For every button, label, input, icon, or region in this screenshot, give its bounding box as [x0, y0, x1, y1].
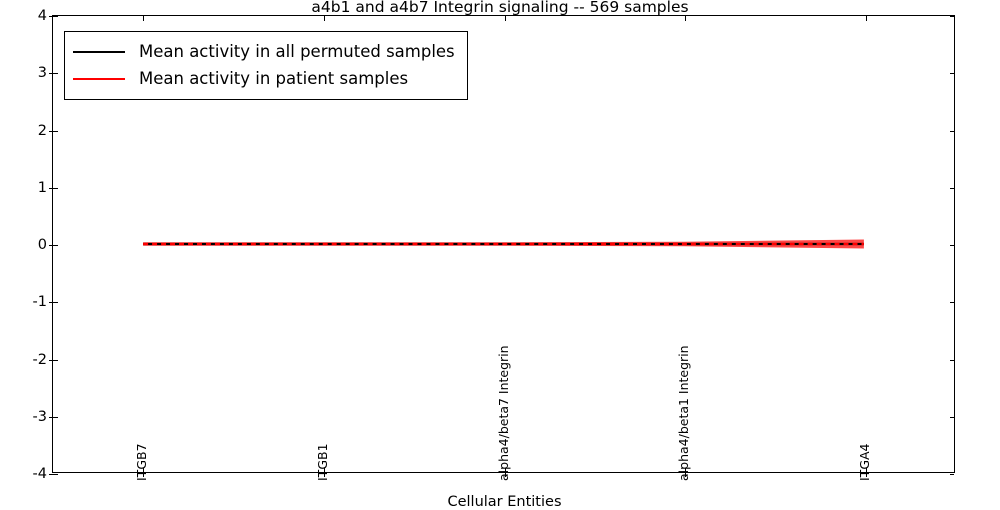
x-tick-mark — [685, 16, 687, 21]
y-tick-mark — [48, 359, 53, 361]
x-tick-label: ITGA4 — [856, 443, 872, 481]
y-tick-mark — [48, 245, 53, 246]
y-tick-label: -2 — [32, 351, 47, 368]
legend-item-patient: Mean activity in patient samples — [73, 65, 455, 92]
y-tick-mark — [53, 73, 58, 75]
y-tick-mark — [48, 474, 53, 475]
y-tick-mark — [53, 359, 58, 361]
y-tick-mark — [949, 474, 954, 475]
x-tick-mark — [143, 467, 145, 472]
x-tick-mark — [504, 472, 506, 477]
x-tick-label: ITGB7 — [134, 443, 150, 481]
chart-title: a4b1 and a4b7 Integrin signaling -- 569 … — [311, 0, 689, 16]
x-axis-label: Cellular Entities — [447, 494, 562, 510]
x-tick-mark — [143, 472, 145, 477]
y-tick-mark — [53, 16, 58, 17]
y-tick-mark — [48, 130, 53, 132]
x-tick-label: alpha4/beta7 Integrin — [495, 345, 511, 481]
plot-axes: 4 3 2 1 0 -1 -2 -3 -4 ITGB7 ITGB1 alpha4/beta7 Int… — [33, 9, 955, 510]
y-tick-mark — [53, 130, 58, 132]
x-tick-label: alpha4/beta1 Integrin — [676, 345, 692, 481]
y-tick-label: 0 — [37, 237, 47, 253]
x-tick-mark — [323, 472, 325, 477]
y-tick-mark — [949, 130, 954, 132]
y-tick-mark — [949, 416, 954, 418]
x-tick-mark — [685, 472, 687, 477]
x-tick-mark — [504, 16, 506, 21]
x-tick-label: ITGB1 — [314, 443, 330, 481]
legend-swatch-patient — [73, 77, 125, 80]
y-tick-mark — [949, 302, 954, 304]
plot-area — [53, 16, 954, 472]
y-tick-mark — [949, 187, 954, 189]
chart-legend: Mean activity in all permuted samples Me… — [64, 31, 468, 100]
legend-swatch-permuted — [73, 50, 125, 53]
y-tick-mark — [48, 302, 53, 304]
y-tick-mark — [949, 245, 954, 246]
y-tick-label: 4 — [37, 8, 47, 24]
x-tick-mark — [865, 472, 867, 477]
x-tick-mark — [504, 467, 506, 472]
y-tick-mark — [949, 73, 954, 75]
y-tick-mark — [949, 16, 954, 17]
x-tick-mark — [143, 16, 145, 21]
y-tick-mark — [53, 474, 58, 475]
y-tick-label: -3 — [32, 408, 47, 425]
y-tick-mark — [53, 302, 58, 304]
y-tick-mark — [53, 245, 58, 246]
x-tick-mark — [685, 467, 687, 472]
y-tick-label: 2 — [37, 122, 47, 139]
x-tick-mark — [865, 16, 867, 21]
legend-label-permuted: Mean activity in all permuted samples — [139, 41, 455, 61]
y-tick-label: 1 — [37, 179, 47, 196]
series-lines — [143, 242, 864, 246]
y-tick-mark — [53, 187, 58, 189]
y-tick-label: -4 — [32, 466, 47, 482]
legend-item-permuted: Mean activity in all permuted samples — [73, 38, 455, 65]
y-tick-mark — [48, 16, 53, 17]
y-tick-mark — [48, 73, 53, 75]
y-tick-mark — [53, 416, 58, 418]
y-tick-label: 3 — [37, 65, 47, 82]
y-tick-mark — [48, 187, 53, 189]
y-tick-mark — [949, 359, 954, 361]
y-tick-label: -1 — [32, 294, 47, 311]
x-tick-mark — [323, 16, 325, 21]
y-tick-mark — [48, 416, 53, 418]
legend-label-patient: Mean activity in patient samples — [139, 68, 409, 88]
x-tick-mark — [865, 467, 867, 472]
x-tick-mark — [323, 467, 325, 472]
